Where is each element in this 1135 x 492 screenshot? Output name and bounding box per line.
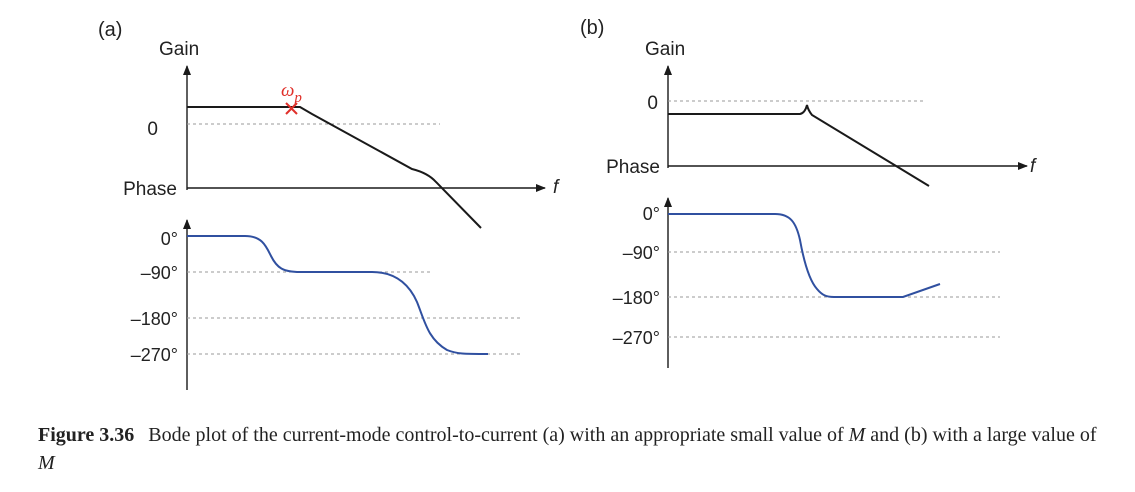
panel-a: (a) Gain 0 Phase f 0° –90° –180° –270° ω… xyxy=(98,19,560,390)
panel-b-f-label: f xyxy=(1030,156,1037,177)
panel-a-pole-marker xyxy=(285,102,298,115)
panel-a-pole-label: ωp xyxy=(281,80,302,106)
caption-m-2: M xyxy=(38,452,55,474)
figure-caption: Figure 3.36 Bode plot of the current-mode… xyxy=(38,421,1118,477)
panel-b-gain-zero: 0 xyxy=(647,93,658,114)
figure-diagram: (a) Gain 0 Phase f 0° –90° –180° –270° ω… xyxy=(98,17,1037,390)
figure-number: Figure 3.36 xyxy=(38,424,135,446)
panel-b-phase-label: Phase xyxy=(606,157,660,178)
caption-text-1: Bode plot of the current-mode control-to… xyxy=(148,424,849,446)
panel-a-phase-tick-90: –90° xyxy=(141,263,178,283)
panel-a-tag: (a) xyxy=(98,19,122,41)
panel-a-phase-tick-270: –270° xyxy=(131,345,178,365)
panel-a-gain-curve xyxy=(187,106,482,229)
panel-a-f-label: f xyxy=(553,177,560,198)
panel-b-tag: (b) xyxy=(580,17,604,39)
panel-a-phase-tick-0: 0° xyxy=(161,229,178,249)
caption-m-1: M xyxy=(848,424,866,446)
panel-b-phase-tick-180: –180° xyxy=(613,288,660,308)
panel-b: (b) Gain 0 Phase f 0° –90° –180° –270° xyxy=(580,17,1037,368)
panel-a-phase-curve xyxy=(187,235,489,355)
caption-text-2: and (b) with a large value of xyxy=(865,424,1097,446)
panel-a-gain-zero: 0 xyxy=(147,119,158,140)
panel-a-gain-label: Gain xyxy=(159,39,199,60)
panel-a-phase-tick-180: –180° xyxy=(131,309,178,329)
panel-b-phase-tick-90: –90° xyxy=(623,243,660,263)
panel-b-gain-label: Gain xyxy=(645,39,685,60)
panel-a-phase-label: Phase xyxy=(123,179,177,200)
panel-b-phase-tick-0: 0° xyxy=(643,204,660,224)
panel-b-phase-tick-270: –270° xyxy=(613,328,660,348)
panel-b-phase-curve xyxy=(668,213,941,298)
panel-b-gain-curve xyxy=(668,104,930,187)
